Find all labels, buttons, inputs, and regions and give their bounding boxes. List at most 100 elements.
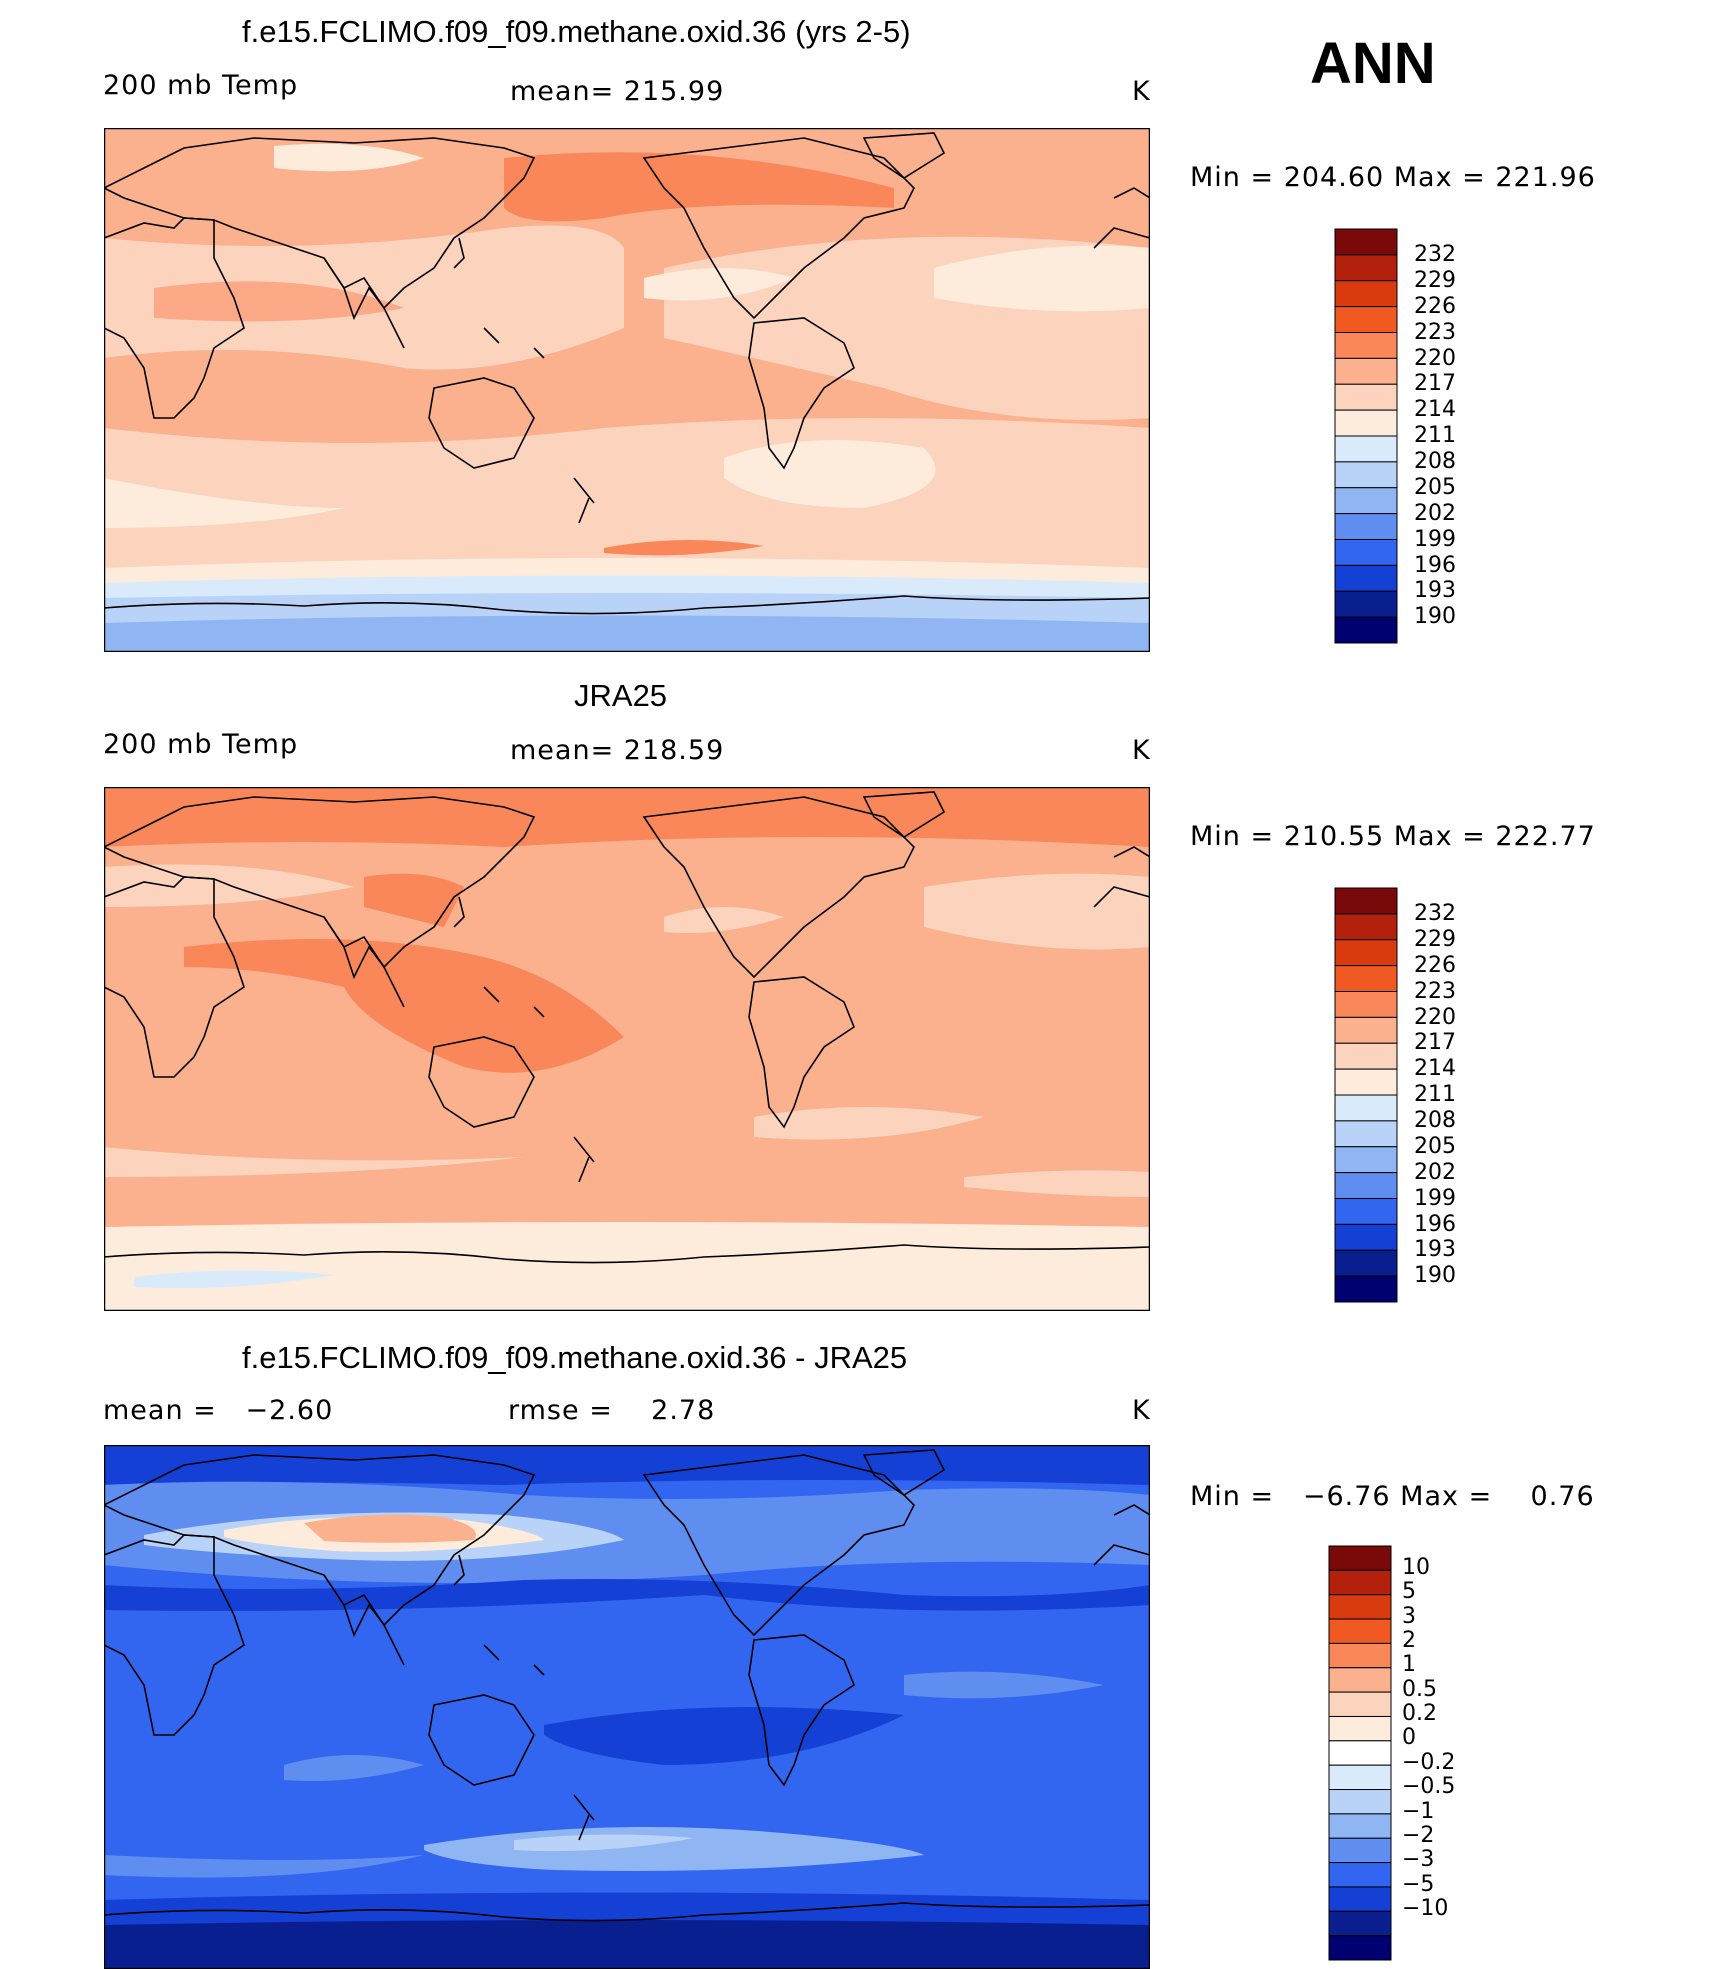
colorbar-tick-label: 196 <box>1414 552 1456 578</box>
colorbar-cell <box>1328 1569 1392 1596</box>
colorbar-cell <box>1334 939 1398 967</box>
colorbar-tick-label: 208 <box>1414 449 1456 474</box>
colorbar-tick-label: 220 <box>1414 345 1456 371</box>
colorbar-cell <box>1334 435 1398 463</box>
panel-2-variable-label: 200 mb Temp <box>103 729 299 760</box>
colorbar-cell <box>1334 913 1398 941</box>
panel-1-variable-label: 200 mb Temp <box>103 70 299 101</box>
colorbar-cell <box>1334 965 1398 992</box>
colorbar-tick-label: 226 <box>1414 952 1456 978</box>
colorbar-cell <box>1334 1223 1398 1251</box>
panel-2-colorbar-cells <box>1334 887 1398 1303</box>
colorbar-tick-label: 5 <box>1402 1579 1416 1605</box>
colorbar-tick-label: 229 <box>1414 926 1456 952</box>
colorbar-cell <box>1334 513 1398 540</box>
colorbar-tick-label: 202 <box>1414 1159 1456 1185</box>
colorbar-cell <box>1328 1886 1392 1912</box>
panel-1-title: f.e15.FCLIMO.f09_f09.methane.oxid.36 (yr… <box>242 14 911 49</box>
colorbar-cell <box>1334 564 1398 592</box>
panel-1-colorbar-cells <box>1334 228 1398 644</box>
colorbar-cell <box>1334 383 1398 411</box>
colorbar-cell <box>1334 1198 1398 1225</box>
colorbar-cell <box>1334 1275 1398 1303</box>
panel-1-map <box>104 128 1150 652</box>
panel-3-mean-label: mean = −2.60 <box>103 1395 334 1426</box>
colorbar-cell <box>1328 1545 1392 1571</box>
colorbar-cell <box>1334 590 1398 618</box>
colorbar-tick-label: 199 <box>1414 526 1456 552</box>
colorbar-cell <box>1334 887 1398 915</box>
colorbar-tick-label: 205 <box>1414 474 1456 500</box>
colorbar-tick-label: −0.2 <box>1402 1749 1456 1775</box>
colorbar-tick-label: 0.2 <box>1402 1701 1437 1727</box>
panel-2-mean-label: mean= 218.59 <box>510 735 725 766</box>
colorbar-tick-label: 10 <box>1402 1555 1430 1580</box>
colorbar-cell <box>1328 1594 1392 1620</box>
colorbar-tick-label: −3 <box>1402 1847 1435 1873</box>
colorbar-cell <box>1328 1715 1392 1742</box>
panel-2-minmax: Min = 210.55 Max = 222.77 <box>1190 821 1596 852</box>
colorbar-tick-label: 190 <box>1414 604 1456 630</box>
colorbar-cell <box>1334 1016 1398 1044</box>
colorbar-cell <box>1334 539 1398 566</box>
colorbar-cell <box>1334 306 1398 333</box>
panel-1-minmax: Min = 204.60 Max = 221.96 <box>1190 162 1596 193</box>
colorbar-tick-label: 214 <box>1414 397 1456 423</box>
colorbar-tick-label: 202 <box>1414 500 1456 526</box>
panel-1-units: K <box>1132 76 1151 107</box>
colorbar-cell <box>1328 1740 1392 1766</box>
panel-2-title: JRA25 <box>574 678 668 713</box>
colorbar-cell <box>1334 332 1398 359</box>
colorbar-cell <box>1328 1935 1392 1961</box>
panel-3-minmax: Min = −6.76 Max = 0.76 <box>1190 1481 1595 1512</box>
colorbar-cell <box>1328 1813 1392 1839</box>
colorbar-cell <box>1334 280 1398 308</box>
season-label: ANN <box>1310 31 1436 96</box>
colorbar-tick-label: 214 <box>1414 1056 1456 1082</box>
colorbar-cell <box>1334 1249 1398 1277</box>
colorbar-cell <box>1334 616 1398 644</box>
panel-2-map <box>104 787 1150 1311</box>
colorbar-cell <box>1328 1862 1392 1888</box>
panel-2-units: K <box>1132 735 1151 766</box>
colorbar-tick-label: 217 <box>1414 1030 1456 1056</box>
panel-3-title: f.e15.FCLIMO.f09_f09.methane.oxid.36 - J… <box>242 1340 908 1375</box>
colorbar-tick-label: 211 <box>1414 423 1456 449</box>
colorbar-cell <box>1334 461 1398 489</box>
colorbar-tick-label: 223 <box>1414 978 1456 1004</box>
colorbar-cell <box>1334 228 1398 256</box>
colorbar-tick-label: 0 <box>1402 1725 1416 1751</box>
colorbar-tick-label: 220 <box>1414 1004 1456 1030</box>
colorbar-tick-label: 223 <box>1414 319 1456 345</box>
colorbar-tick-label: 208 <box>1414 1108 1456 1133</box>
colorbar-tick-label: −0.5 <box>1402 1774 1456 1800</box>
colorbar-cell <box>1334 1042 1398 1070</box>
colorbar-cell <box>1334 1120 1398 1148</box>
colorbar-tick-label: 0.5 <box>1402 1676 1437 1702</box>
colorbar-cell <box>1328 1789 1392 1815</box>
colorbar-tick-label: 217 <box>1414 371 1456 397</box>
colorbar-cell <box>1328 1691 1392 1717</box>
colorbar-tick-label: 232 <box>1414 901 1456 926</box>
colorbar-tick-label: 193 <box>1414 1237 1456 1263</box>
panel-3-colorbar-cells <box>1328 1545 1392 1961</box>
panel-1-mean-label: mean= 215.99 <box>510 76 725 107</box>
colorbar-cell <box>1334 991 1398 1018</box>
panel-3-units: K <box>1132 1395 1151 1426</box>
colorbar-cell <box>1328 1837 1392 1864</box>
colorbar-tick-label: 232 <box>1414 242 1456 267</box>
colorbar-cell <box>1328 1642 1392 1669</box>
panel-3-colorbar <box>1328 1545 1392 1961</box>
colorbar-tick-label: 199 <box>1414 1185 1456 1211</box>
colorbar-tick-label: −5 <box>1402 1871 1435 1897</box>
colorbar-tick-label: −2 <box>1402 1822 1435 1848</box>
colorbar-tick-label: 211 <box>1414 1082 1456 1108</box>
colorbar-cell <box>1328 1618 1392 1644</box>
colorbar-cell <box>1334 254 1398 282</box>
panel-2-colorbar <box>1334 887 1398 1303</box>
colorbar-tick-label: 2 <box>1402 1628 1416 1654</box>
colorbar-cell <box>1334 1146 1398 1174</box>
colorbar-cell <box>1334 357 1398 385</box>
panel-1-colorbar <box>1334 228 1398 644</box>
colorbar-cell <box>1328 1910 1392 1937</box>
